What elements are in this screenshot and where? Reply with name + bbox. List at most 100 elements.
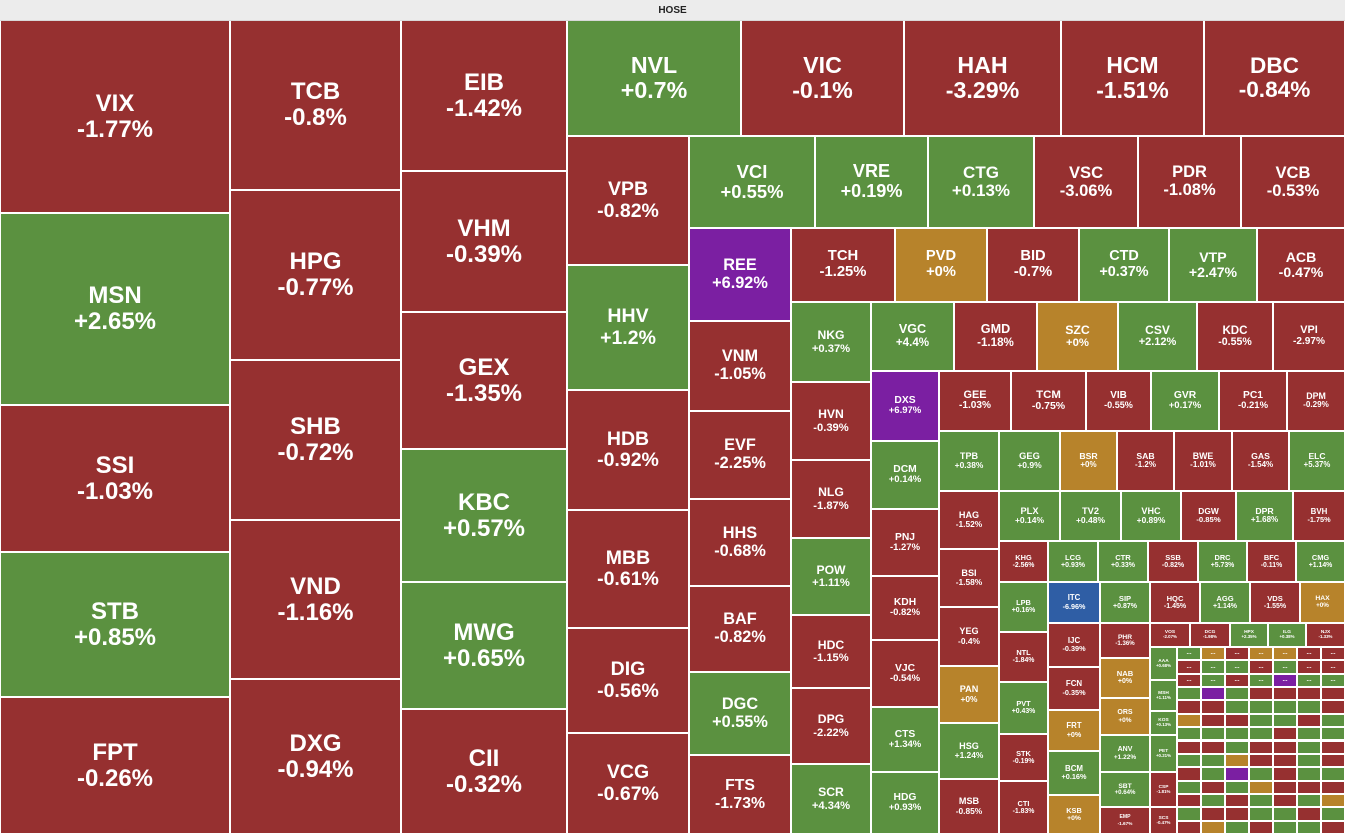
stock-tile-small[interactable]: [1321, 700, 1345, 714]
stock-tile-small[interactable]: ...: [1177, 673, 1201, 688]
stock-tile-small[interactable]: [1201, 820, 1225, 834]
stock-tile-eib[interactable]: EIB -1.42%: [401, 20, 567, 171]
stock-tile-bfc[interactable]: BFC -0.11%: [1247, 541, 1296, 582]
stock-tile-pdr[interactable]: PDR -1.08%: [1138, 136, 1241, 228]
stock-tile-small[interactable]: [1225, 753, 1249, 768]
stock-tile-pow[interactable]: POW +1.11%: [791, 538, 871, 615]
stock-tile-small[interactable]: ...: [1273, 647, 1297, 661]
stock-tile-small[interactable]: [1321, 727, 1345, 741]
stock-tile-hpg[interactable]: HPG -0.77%: [230, 190, 401, 360]
stock-tile-tcm[interactable]: TCM -0.75%: [1011, 371, 1086, 431]
stock-tile-small[interactable]: ...: [1201, 647, 1225, 661]
stock-tile-small[interactable]: [1273, 700, 1297, 714]
stock-tile-small[interactable]: [1273, 793, 1297, 808]
stock-tile-small[interactable]: [1321, 780, 1345, 794]
stock-tile-scr[interactable]: SCR +4.34%: [791, 764, 871, 834]
stock-tile-small[interactable]: [1321, 687, 1345, 701]
stock-tile-dgw[interactable]: DGW -0.85%: [1181, 491, 1236, 541]
stock-tile-small[interactable]: [1297, 820, 1321, 834]
stock-tile-plx[interactable]: PLX +0.14%: [999, 491, 1060, 541]
stock-tile-small[interactable]: [1321, 807, 1345, 821]
stock-tile-acb[interactable]: ACB -0.47%: [1257, 228, 1345, 302]
stock-tile-small[interactable]: ...: [1225, 673, 1249, 688]
stock-tile-small[interactable]: [1297, 780, 1321, 794]
stock-tile-small[interactable]: [1201, 700, 1225, 714]
stock-tile-hag[interactable]: HAG -1.52%: [939, 491, 999, 549]
stock-tile-dcg[interactable]: DCG -1.98%: [1190, 623, 1230, 647]
stock-tile-small[interactable]: [1321, 753, 1345, 768]
stock-tile-fcn[interactable]: FCN -0.35%: [1048, 667, 1100, 710]
stock-tile-small[interactable]: ...: [1201, 660, 1225, 674]
stock-tile-bsr[interactable]: BSR +0%: [1060, 431, 1117, 491]
stock-tile-ksb[interactable]: KSB +0%: [1048, 795, 1100, 834]
stock-tile-small[interactable]: [1273, 713, 1297, 728]
stock-tile-small[interactable]: [1177, 820, 1201, 834]
stock-tile-small[interactable]: [1273, 780, 1297, 794]
stock-tile-pan[interactable]: PAN +0%: [939, 666, 999, 723]
stock-tile-hdc[interactable]: HDC -1.15%: [791, 615, 871, 688]
stock-tile-cii[interactable]: CII -0.32%: [401, 709, 567, 834]
stock-tile-hsg[interactable]: HSG +1.24%: [939, 723, 999, 779]
stock-tile-hvn[interactable]: HVN -0.39%: [791, 382, 871, 460]
stock-tile-drc[interactable]: DRC +5.73%: [1198, 541, 1247, 582]
stock-tile-vhc[interactable]: VHC +0.89%: [1121, 491, 1181, 541]
stock-tile-gmd[interactable]: GMD -1.18%: [954, 302, 1037, 371]
stock-tile-small[interactable]: [1249, 807, 1273, 821]
stock-tile-small[interactable]: [1297, 727, 1321, 741]
stock-tile-hhv[interactable]: HHV +1.2%: [567, 265, 689, 390]
stock-tile-vds[interactable]: VDS -1.55%: [1250, 582, 1300, 623]
stock-tile-njx[interactable]: NJX -1.33%: [1306, 623, 1345, 647]
stock-tile-baf[interactable]: BAF -0.82%: [689, 586, 791, 672]
stock-tile-vsc[interactable]: VSC -3.06%: [1034, 136, 1138, 228]
stock-tile-bid[interactable]: BID -0.7%: [987, 228, 1079, 302]
stock-tile-small[interactable]: [1321, 767, 1345, 781]
stock-tile-dxg[interactable]: DXG -0.94%: [230, 679, 401, 834]
stock-tile-small[interactable]: [1177, 807, 1201, 821]
stock-tile-bwe[interactable]: BWE -1.01%: [1174, 431, 1232, 491]
stock-tile-small[interactable]: ...: [1225, 647, 1249, 661]
stock-tile-vcg[interactable]: VCG -0.67%: [567, 733, 689, 834]
stock-tile-yeg[interactable]: YEG -0.4%: [939, 607, 999, 666]
stock-tile-pc1[interactable]: PC1 -0.21%: [1219, 371, 1287, 431]
stock-tile-small[interactable]: [1249, 687, 1273, 701]
stock-tile-bvh[interactable]: BVH -1.75%: [1293, 491, 1345, 541]
stock-tile-phr[interactable]: PHR -1.36%: [1100, 623, 1150, 658]
stock-tile-vcb[interactable]: VCB -0.53%: [1241, 136, 1345, 228]
stock-tile-kdh[interactable]: KDH -0.82%: [871, 576, 939, 640]
stock-tile-geg[interactable]: GEG +0.9%: [999, 431, 1060, 491]
stock-tile-small[interactable]: [1321, 820, 1345, 834]
stock-tile-small[interactable]: ...: [1273, 660, 1297, 674]
stock-tile-small[interactable]: ...: [1249, 660, 1273, 674]
stock-tile-sab[interactable]: SAB -1.2%: [1117, 431, 1174, 491]
stock-tile-frt[interactable]: FRT +0%: [1048, 710, 1100, 751]
stock-tile-ijc[interactable]: IJC -0.39%: [1048, 623, 1100, 667]
stock-tile-ntl[interactable]: NTL -1.84%: [999, 632, 1048, 682]
stock-tile-hqc[interactable]: HQC -1.45%: [1150, 582, 1200, 623]
stock-tile-dbc[interactable]: DBC -0.84%: [1204, 20, 1345, 136]
stock-tile-small[interactable]: [1201, 687, 1225, 701]
stock-tile-small[interactable]: ...: [1249, 647, 1273, 661]
stock-tile-small[interactable]: [1177, 753, 1201, 768]
stock-tile-cts[interactable]: CTS +1.34%: [871, 707, 939, 772]
stock-tile-small[interactable]: [1177, 740, 1201, 754]
stock-tile-small[interactable]: [1201, 740, 1225, 754]
stock-tile-small[interactable]: ...: [1321, 647, 1345, 661]
stock-tile-vpi[interactable]: VPI -2.97%: [1273, 302, 1345, 371]
stock-tile-hdg[interactable]: HDG +0.93%: [871, 772, 939, 834]
stock-tile-dig[interactable]: DIG -0.56%: [567, 628, 689, 733]
stock-tile-small[interactable]: ...: [1297, 673, 1321, 688]
stock-tile-scs[interactable]: SCS -0.47%: [1150, 807, 1177, 834]
stock-tile-small[interactable]: [1225, 713, 1249, 728]
stock-tile-vnm[interactable]: VNM -1.05%: [689, 321, 791, 411]
stock-tile-small[interactable]: ...: [1273, 673, 1297, 688]
stock-tile-small[interactable]: [1249, 780, 1273, 794]
stock-tile-small[interactable]: [1177, 727, 1201, 741]
stock-tile-sip[interactable]: SIP +0.87%: [1100, 582, 1150, 623]
stock-tile-kbc[interactable]: KBC +0.57%: [401, 449, 567, 582]
stock-tile-msb[interactable]: MSB -0.85%: [939, 779, 999, 834]
stock-tile-pvt[interactable]: PVT +0.43%: [999, 682, 1048, 734]
stock-tile-szc[interactable]: SZC +0%: [1037, 302, 1118, 371]
stock-tile-kdc[interactable]: KDC -0.55%: [1197, 302, 1273, 371]
stock-tile-small[interactable]: ...: [1249, 673, 1273, 688]
stock-tile-vos[interactable]: VOS -2.07%: [1150, 623, 1190, 647]
